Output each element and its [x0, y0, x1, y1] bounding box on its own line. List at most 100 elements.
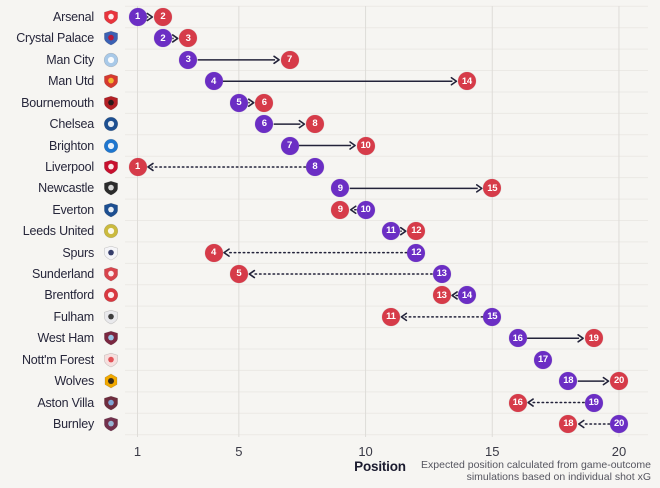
team-label-fulham: Fulham [53, 309, 95, 324]
arrow-left-dashed [147, 162, 307, 172]
team-label-aston-villa: Aston Villa [37, 395, 94, 410]
team-label-man-utd: Man Utd [48, 74, 94, 89]
actual-position-marker-liverpool: 8 [305, 157, 324, 176]
team-crest-sunderland-icon [104, 266, 118, 282]
team-label-newcastle: Newcastle [38, 181, 94, 196]
expected-position-marker-leeds-united: 12 [407, 222, 426, 241]
expected-position-marker-sunderland: 5 [229, 265, 248, 284]
team-label-brighton: Brighton [49, 138, 94, 153]
arrow-left-dashed [527, 398, 585, 407]
arrow-right-solid [527, 334, 584, 343]
arrow-right-solid [197, 55, 280, 65]
actual-position-marker-chelsea: 6 [255, 115, 274, 134]
arrow-right-solid [146, 12, 154, 22]
actual-position-marker-leeds-united: 11 [381, 222, 400, 241]
actual-position-marker-crystal-palace: 2 [153, 29, 172, 48]
actual-position-marker-west-ham: 16 [508, 329, 527, 348]
x-axis-label: Position [354, 459, 406, 474]
team-crest-liverpool-icon [104, 159, 118, 175]
team-crest-man-utd-icon [104, 74, 118, 89]
actual-position-marker-nott-m-forest: 17 [533, 350, 552, 369]
expected-position-marker-newcastle: 15 [483, 179, 502, 198]
arrow-right-solid [349, 184, 483, 193]
arrow-right-solid [577, 376, 610, 386]
arrow-left-dashed [248, 269, 433, 279]
actual-position-marker-bournemouth: 5 [229, 93, 248, 112]
team-label-nott-m-forest: Nott'm Forest [21, 352, 94, 367]
expected-position-marker-man-city: 7 [280, 50, 299, 69]
caption-line-1: Expected position calculated from game-o… [421, 459, 651, 471]
team-label-bournemouth: Bournemouth [21, 95, 94, 110]
actual-position-marker-wolves: 18 [559, 372, 578, 391]
actual-position-marker-newcastle: 9 [331, 179, 350, 198]
arrow-right-solid [399, 226, 407, 236]
team-label-crystal-palace: Crystal Palace [16, 31, 94, 46]
team-crest-man-city-icon [103, 52, 119, 67]
expected-position-marker-arsenal: 2 [153, 8, 172, 26]
team-label-brentford: Brentford [44, 288, 94, 303]
arrow-right-solid [247, 98, 255, 107]
expected-position-marker-aston-villa: 16 [508, 393, 527, 412]
expected-position-marker-burnley: 18 [559, 414, 578, 433]
expected-position-marker-brighton: 10 [356, 136, 375, 155]
team-label-burnley: Burnley [53, 416, 94, 431]
team-crest-everton-icon [104, 202, 118, 218]
team-crest-spurs-icon [104, 245, 118, 260]
team-crest-bournemouth-icon [104, 95, 118, 110]
expected-position-marker-chelsea: 8 [305, 115, 324, 134]
caption-line-2: simulations based on individual shot xG [466, 471, 651, 484]
arrow-left-dashed [223, 248, 408, 257]
arrow-left-dashed [349, 205, 357, 215]
team-crest-leeds-united-icon [103, 224, 119, 239]
team-label-liverpool: Liverpool [45, 159, 94, 174]
axis-tick-label: 5 [235, 444, 243, 459]
arrow-right-solid [171, 34, 179, 43]
arrow-left-dashed [400, 312, 484, 322]
actual-position-marker-brighton: 7 [280, 136, 299, 155]
actual-position-marker-fulham: 15 [483, 307, 502, 326]
expected-position-marker-spurs: 4 [204, 243, 223, 262]
expected-position-marker-liverpool: 1 [128, 157, 147, 176]
team-label-arsenal: Arsenal [53, 10, 94, 24]
team-crest-nott-m-forest-icon [104, 352, 118, 368]
team-label-man-city: Man City [46, 52, 94, 67]
actual-position-marker-aston-villa: 19 [584, 393, 603, 412]
expected-position-marker-bournemouth: 6 [255, 93, 274, 112]
actual-position-marker-sunderland: 13 [432, 265, 451, 284]
actual-position-marker-man-utd: 4 [204, 72, 223, 91]
actual-position-marker-arsenal: 1 [128, 8, 147, 26]
axis-tick-label: 15 [485, 444, 500, 459]
expected-position-marker-crystal-palace: 3 [179, 29, 198, 48]
team-crest-arsenal-icon [104, 9, 118, 25]
team-crest-burnley-icon [104, 416, 118, 432]
team-crest-wolves-icon [104, 373, 118, 389]
axis-tick-label: 20 [611, 444, 627, 459]
arrow-right-solid [299, 141, 356, 150]
actual-position-marker-spurs: 12 [407, 243, 426, 262]
expected-position-marker-west-ham: 19 [584, 329, 603, 348]
team-label-leeds-united: Leeds United [22, 224, 94, 239]
team-crest-brentford-icon [103, 288, 119, 303]
team-label-sunderland: Sunderland [32, 267, 94, 282]
expected-position-marker-brentford: 13 [432, 286, 451, 305]
arrow-left-dashed [451, 291, 459, 300]
expected-position-marker-everton: 9 [331, 200, 350, 219]
team-label-chelsea: Chelsea [49, 117, 95, 132]
team-label-spurs: Spurs [62, 245, 94, 260]
axis-tick-label: 1 [133, 444, 142, 459]
team-crest-newcastle-icon [104, 181, 118, 196]
team-crest-aston-villa-icon [104, 395, 118, 410]
arrow-left-dashed [577, 419, 611, 429]
arrow-right-solid [273, 119, 306, 129]
expected-position-marker-fulham: 11 [381, 307, 400, 326]
team-crest-brighton-icon [103, 138, 119, 153]
team-label-west-ham: West Ham [37, 331, 94, 346]
expected-position-marker-man-utd: 14 [457, 72, 476, 91]
chart-caption: Expected position calculated from game-o… [421, 459, 651, 484]
expected-position-marker-wolves: 20 [609, 372, 628, 391]
actual-position-marker-brentford: 14 [457, 286, 476, 305]
